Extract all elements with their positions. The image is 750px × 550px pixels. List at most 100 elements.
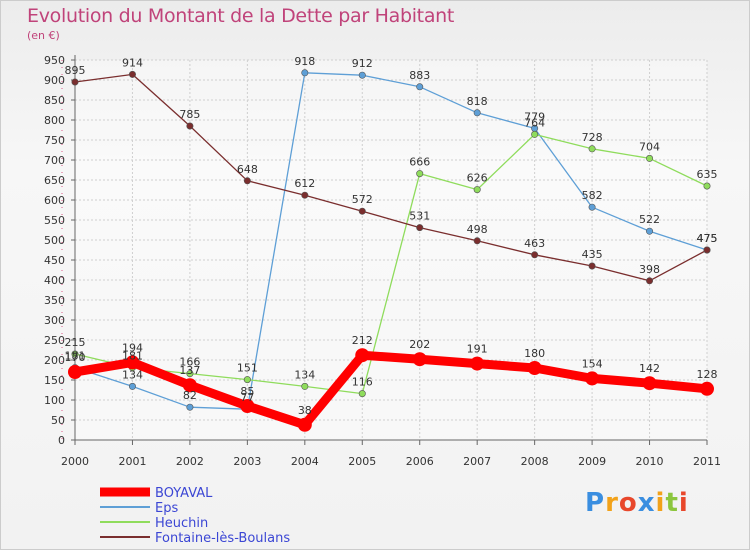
data-point-boyaval: [240, 399, 255, 413]
chart-title: Evolution du Montant de la Dette par Hab…: [27, 5, 455, 27]
data-point-heuchin: [703, 182, 711, 190]
x-tick-label: 2005: [348, 455, 376, 468]
y-tick-label: 0: [58, 434, 65, 447]
data-label-heuchin: 728: [582, 131, 603, 144]
legend-label-boyaval: BOYAVAL: [155, 486, 213, 501]
data-point-heuchin: [473, 186, 481, 194]
series-lines: [70, 72, 712, 430]
data-label-boyaval: 154: [582, 357, 603, 370]
data-point-fontaine: [703, 246, 711, 254]
data-point-fontaine: [473, 237, 481, 245]
data-label-heuchin: 704: [639, 140, 660, 153]
data-label-boyaval: 202: [409, 338, 430, 351]
legend-label-eps: Eps: [155, 501, 178, 516]
series-line-boyaval: [70, 350, 712, 430]
data-point-boyaval: [68, 365, 82, 379]
data-label-fontaine: 463: [524, 237, 545, 250]
data-label-fontaine: 498: [467, 223, 488, 236]
data-point-heuchin: [531, 130, 539, 138]
data-label-eps: 475: [697, 232, 718, 245]
x-tick-label: 2003: [233, 455, 261, 468]
data-label-heuchin: 151: [237, 362, 258, 375]
data-point-boyaval: [125, 355, 140, 370]
data-label-heuchin: 764: [524, 116, 545, 129]
data-label-fontaine: 648: [237, 163, 258, 176]
data-point-heuchin: [301, 382, 309, 390]
data-point-fontaine: [186, 122, 194, 130]
data-label-heuchin: 626: [467, 172, 488, 185]
y-tick-label: 950: [44, 54, 65, 67]
y-tick-label: 600: [44, 194, 65, 207]
data-label-boyaval: 170: [65, 351, 86, 364]
data-label-heuchin: 134: [294, 368, 315, 381]
data-point-heuchin: [243, 376, 251, 384]
series-line-eps: [74, 72, 708, 410]
data-point-fontaine: [531, 251, 539, 259]
x-tick-label: 2011: [693, 455, 721, 468]
legend-label-heuchin: Heuchin: [155, 516, 208, 531]
data-label-boyaval: 142: [639, 362, 660, 375]
y-tick-label: 800: [44, 114, 65, 127]
data-point-eps: [358, 71, 366, 79]
logo-letter: r: [605, 488, 619, 518]
data-point-eps: [588, 203, 596, 211]
data-label-eps: 818: [467, 95, 488, 108]
data-label-heuchin: 116: [352, 376, 373, 389]
data-point-boyaval: [412, 352, 427, 367]
proxiti-logo: Proxiti: [585, 488, 689, 518]
data-label-fontaine: 895: [65, 64, 86, 77]
data-point-eps: [416, 83, 424, 91]
data-label-eps: 181: [65, 350, 86, 363]
x-tick-label: 2001: [118, 455, 146, 468]
data-point-eps: [646, 227, 654, 235]
x-tick-label: 2000: [61, 455, 89, 468]
x-tick-label: 2002: [176, 455, 204, 468]
data-point-heuchin: [588, 145, 596, 153]
logo-letter: i: [655, 488, 666, 518]
data-point-boyaval: [527, 361, 542, 375]
data-point-eps: [186, 403, 194, 411]
y-tick-label: 150: [44, 374, 65, 387]
data-label-heuchin: 166: [179, 356, 200, 369]
data-label-eps: 912: [352, 57, 373, 70]
y-axis-ticks: 0 50 100 150 200 250 300 350 400 450 500 550 600 650 7…: [44, 54, 75, 447]
y-tick-label: 500: [44, 234, 65, 247]
series-line-heuchin: [74, 133, 708, 395]
logo-letter: x: [637, 488, 656, 518]
y-tick-label: 300: [44, 314, 65, 327]
logo-letter: i: [678, 488, 689, 518]
y-tick-label: 650: [44, 174, 65, 187]
data-label-boyaval: 38: [298, 404, 312, 417]
data-point-eps: [473, 109, 481, 117]
y-tick-label: 750: [44, 134, 65, 147]
data-point-fontaine: [588, 262, 596, 270]
x-tick-label: 2008: [521, 455, 549, 468]
data-point-fontaine: [646, 277, 654, 285]
y-tick-label: 350: [44, 294, 65, 307]
data-label-boyaval: 180: [524, 347, 545, 360]
y-tick-label: 550: [44, 214, 65, 227]
data-label-eps: 918: [294, 55, 315, 68]
data-label-fontaine: 914: [122, 56, 143, 69]
x-tick-label: 2007: [463, 455, 491, 468]
data-label-fontaine: 785: [179, 108, 200, 121]
y-tick-label: 200: [44, 354, 65, 367]
y-tick-label: 450: [44, 254, 65, 267]
data-label-boyaval: 85: [240, 385, 254, 398]
data-label-boyaval: 212: [352, 334, 373, 347]
data-label-fontaine: 398: [639, 263, 660, 276]
data-point-boyaval: [297, 417, 312, 432]
y-tick-label: 100: [44, 394, 65, 407]
data-label-fontaine: 435: [582, 248, 603, 261]
data-point-boyaval: [182, 378, 197, 393]
x-axis-ticks: 2000 2001 2002 2003 2004 2005 2006 2007 2008 2009…: [61, 440, 721, 468]
data-point-heuchin: [186, 370, 194, 378]
data-point-boyaval: [470, 356, 485, 371]
data-label-eps: 82: [183, 389, 197, 402]
data-label-eps: 522: [639, 213, 660, 226]
data-label-boyaval: 128: [697, 368, 718, 381]
x-tick-label: 2010: [636, 455, 664, 468]
data-point-fontaine: [301, 191, 309, 199]
data-label-eps: 582: [582, 189, 603, 202]
